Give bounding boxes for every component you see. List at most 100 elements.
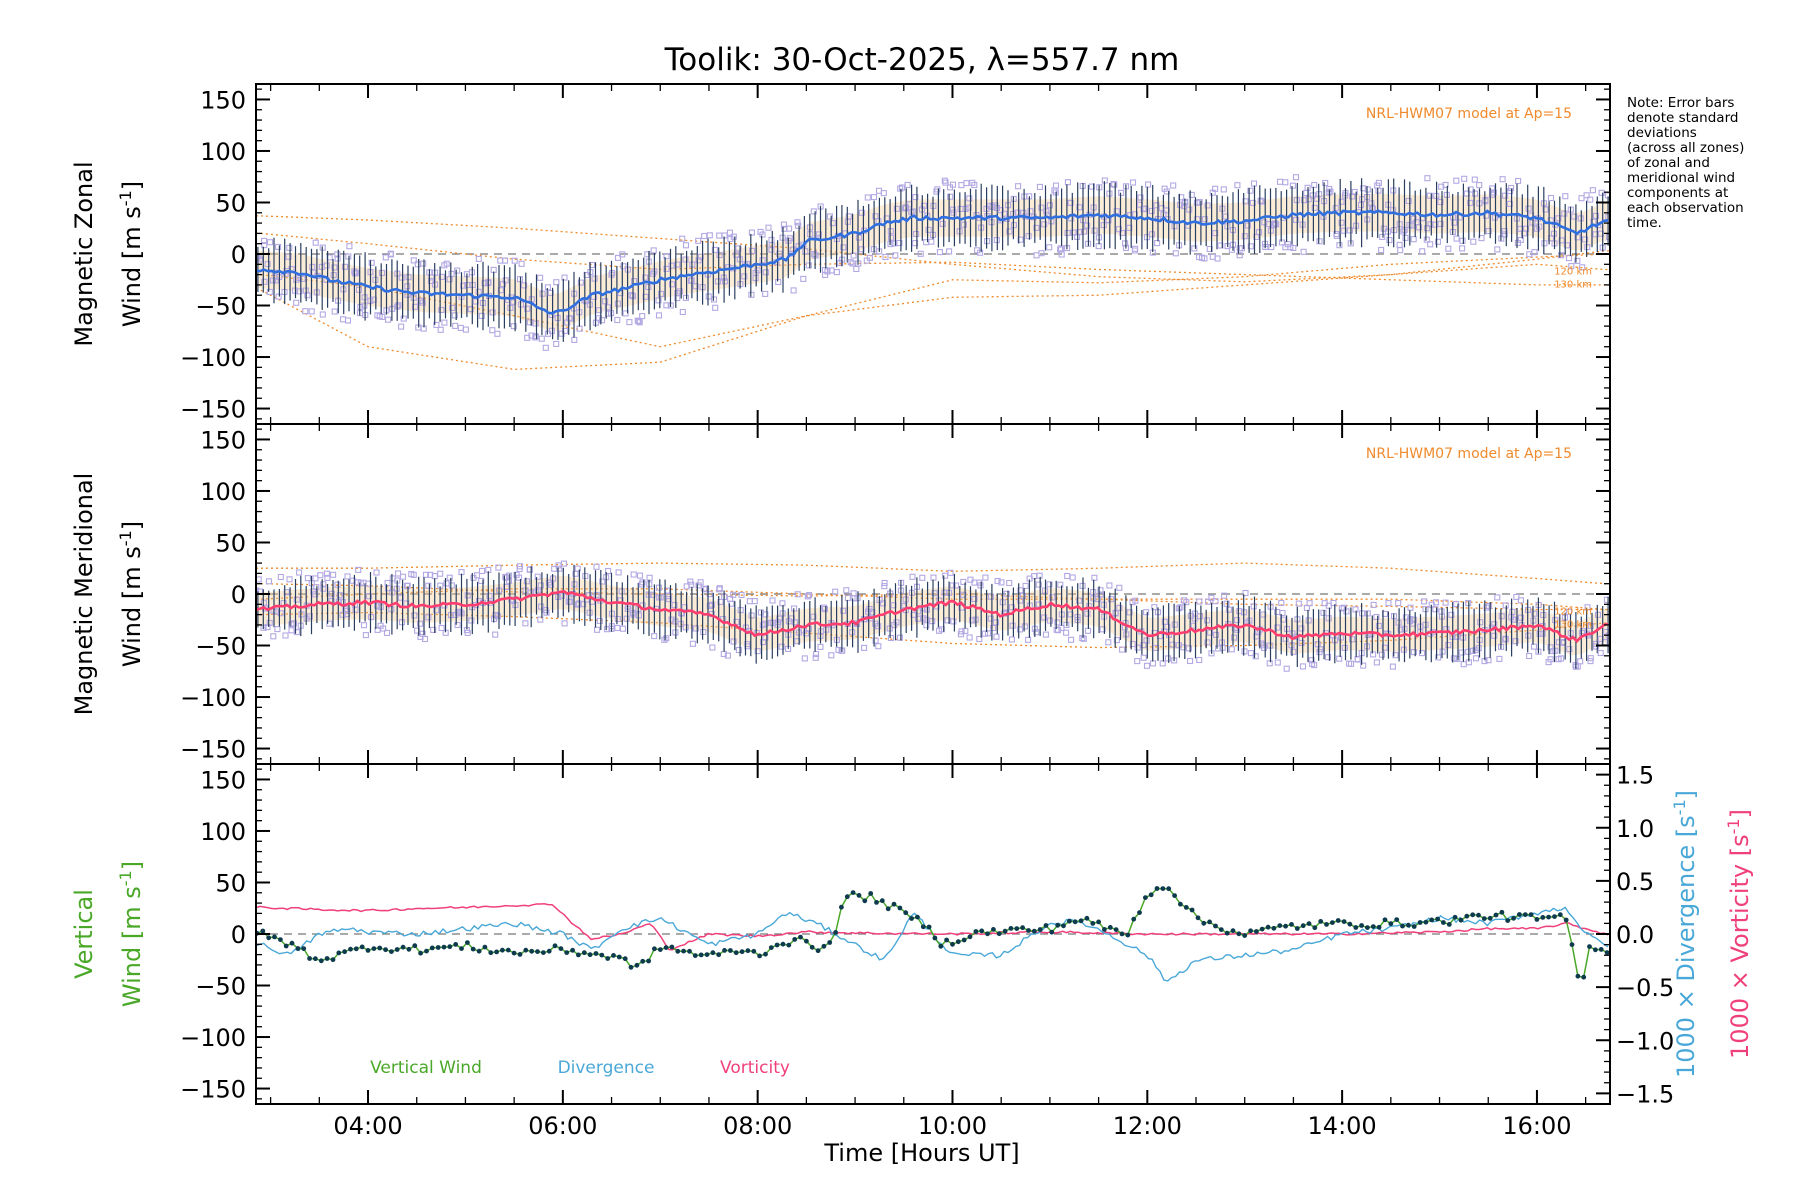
zone-sample-point (1091, 227, 1098, 234)
zone-sample-point (1009, 622, 1016, 629)
zone-sample-point (312, 239, 319, 246)
zone-sample-point (1566, 646, 1573, 653)
zone-sample-point (454, 267, 461, 274)
zone-sample-point (282, 632, 289, 639)
zone-sample-point (1531, 249, 1538, 256)
vertical-wind-point (593, 951, 599, 956)
zone-sample-point (645, 283, 652, 291)
zone-sample-point (317, 572, 324, 579)
zone-sample-point (1143, 637, 1150, 644)
zone-sample-point (1389, 663, 1396, 670)
vertical-wind-point (348, 946, 353, 952)
vertical-wind-point (1172, 893, 1177, 898)
x-tick-label: 14:00 (1308, 1112, 1377, 1140)
zone-sample-point (353, 269, 360, 276)
zone-sample-point (1373, 613, 1380, 621)
zone-sample-point (845, 213, 852, 220)
zone-sample-point (1067, 611, 1074, 618)
zone-sample-point (947, 193, 954, 200)
zone-sample-point (858, 246, 865, 253)
vertical-wind-point (272, 934, 277, 940)
zone-sample-point (893, 205, 900, 212)
zone-sample-point (306, 613, 313, 620)
vertical-wind-point (868, 891, 874, 896)
zone-sample-point (957, 631, 964, 638)
vorticity-line (256, 903, 1609, 951)
vertical-wind-point (1505, 918, 1511, 923)
y-tick-label: −100 (180, 344, 246, 372)
divergence-axis-label: 1000 × Divergence [s-1] (1670, 790, 1700, 1078)
zone-sample-point (651, 633, 658, 640)
zone-sample-point (328, 590, 335, 597)
zone-sample-point (923, 606, 930, 613)
zone-sample-point (385, 316, 392, 323)
zone-sample-point (1208, 594, 1215, 601)
vertical-wind-point (774, 942, 780, 948)
zone-sample-point (1080, 228, 1088, 235)
vertical-wind-point (909, 916, 914, 921)
zone-sample-point (663, 635, 670, 642)
zone-sample-point (858, 209, 866, 216)
zone-sample-point (1499, 176, 1506, 183)
zone-sample-point (909, 208, 916, 215)
zone-sample-point (1565, 608, 1572, 615)
vertical-wind-point (576, 952, 581, 958)
zone-sample-point (730, 591, 737, 598)
zone-sample-point (969, 617, 976, 624)
vertical-wind-point (973, 929, 979, 934)
zone-sample-point (619, 251, 626, 258)
zone-sample-point (1266, 660, 1273, 667)
zone-sample-point (822, 271, 829, 278)
zone-sample-point (486, 592, 493, 600)
zone-sample-point (309, 269, 316, 276)
zone-sample-point (1122, 240, 1129, 247)
zone-sample-point (730, 233, 737, 240)
zone-sample-point (730, 638, 737, 645)
x-tick-label: 06:00 (528, 1112, 597, 1140)
zone-sample-point (661, 636, 668, 643)
zone-sample-point (759, 231, 766, 238)
zone-sample-point (813, 651, 820, 658)
vertical-wind-point (1552, 914, 1557, 919)
zone-sample-point (400, 315, 407, 322)
zone-sample-point (1467, 199, 1474, 206)
zone-sample-point (395, 302, 402, 309)
zone-sample-point (1354, 656, 1361, 663)
vertical-wind-point (564, 950, 570, 955)
zone-sample-point (1437, 220, 1444, 227)
zone-sample-point (1041, 221, 1048, 228)
zone-sample-point (522, 620, 529, 627)
vertical-wind-point (1353, 925, 1359, 930)
zone-sample-point (345, 253, 352, 260)
zone-sample-point (1100, 601, 1107, 608)
vertical-wind-point (1090, 921, 1096, 926)
zone-sample-point (580, 601, 587, 608)
model-label: NRL-HWM07 model at Ap=15 (1366, 446, 1572, 462)
zone-sample-point (1589, 187, 1596, 194)
zone-sample-point (1201, 216, 1208, 223)
zone-sample-point (1145, 181, 1152, 188)
zone-sample-point (1033, 252, 1040, 259)
vertical-wind-point (1143, 895, 1148, 900)
zone-sample-point (1015, 183, 1022, 190)
y-tick-label: 150 (200, 766, 246, 794)
vertical-wind-point (418, 950, 423, 956)
zone-sample-point (516, 563, 524, 570)
zone-sample-point (532, 333, 539, 340)
model-altitude-label: 120 km (1554, 267, 1592, 278)
y-axis-label-text: Wind [m s (118, 206, 146, 327)
vertical-wind-point (318, 958, 324, 964)
zone-sample-point (1300, 248, 1307, 255)
zone-sample-point (1119, 646, 1126, 653)
zone-sample-point (594, 626, 601, 633)
zone-sample-point (655, 312, 663, 319)
zone-sample-point (1170, 182, 1177, 189)
vertical-wind-point (359, 944, 365, 950)
zone-sample-point (1542, 206, 1549, 213)
zone-sample-point (1201, 255, 1208, 262)
zone-sample-point (682, 624, 689, 631)
zone-sample-point (472, 298, 479, 305)
zone-sample-point (1287, 244, 1294, 251)
zone-sample-point (1054, 619, 1061, 626)
vertical-wind-point (687, 948, 692, 954)
